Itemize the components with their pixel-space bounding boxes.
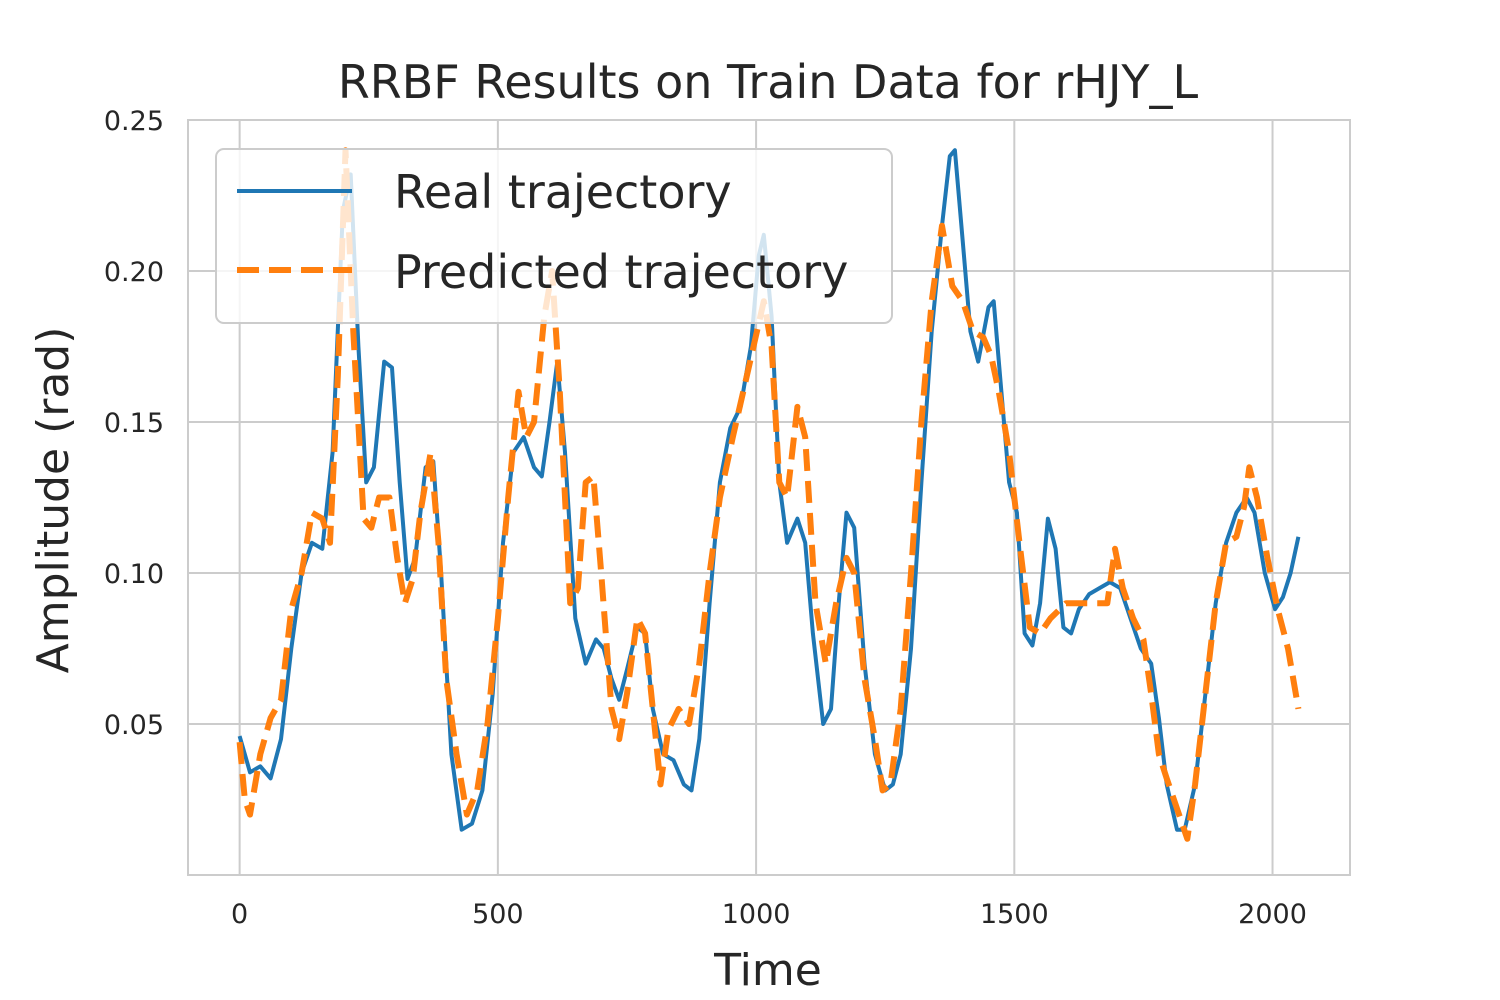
tick-labels: 0 500 1000 1500 2000 0.05 0.10 0.15 0.20 0.25 [104, 106, 1307, 930]
chart-title: RRBF Results on Train Data for rHJY_L [338, 55, 1199, 109]
y-tick-label: 0.05 [104, 710, 164, 741]
plot-frame [187, 119, 1351, 876]
y-axis-label: Amplitude (rad) [28, 327, 79, 674]
x-tick-label: 500 [472, 899, 524, 930]
y-tick-label: 0.20 [104, 257, 164, 288]
x-axis-label: Time [713, 945, 822, 996]
y-tick-label: 0.25 [104, 106, 164, 137]
legend-box [215, 148, 893, 324]
x-tick-label: 2000 [1238, 899, 1307, 930]
x-tick-label: 0 [231, 899, 248, 930]
x-tick-label: 1500 [980, 899, 1049, 930]
x-tick-label: 1000 [722, 899, 791, 930]
series-line-predicted [236, 147, 1302, 842]
y-tick-label: 0.15 [104, 408, 164, 439]
series-layer [236, 147, 1302, 842]
legend: Real trajectory Predicted trajectory [215, 148, 893, 324]
legend-label-real: Real trajectory [394, 165, 732, 219]
y-tick-label: 0.10 [104, 559, 164, 590]
legend-label-predicted: Predicted trajectory [394, 245, 848, 299]
